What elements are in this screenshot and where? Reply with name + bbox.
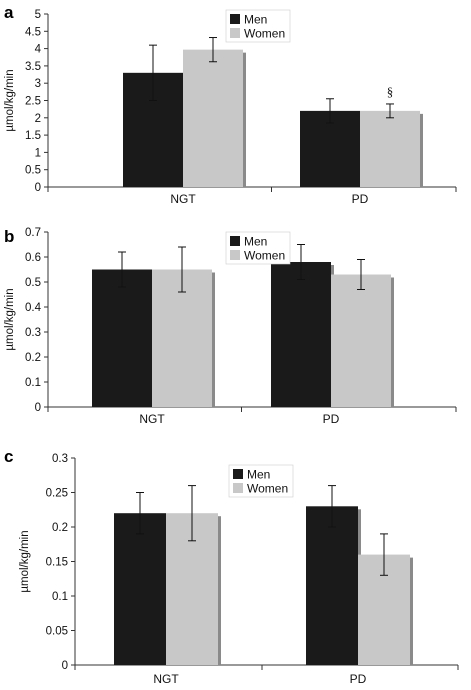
- y-tick-label: 0.15: [46, 557, 68, 569]
- y-tick-label: 0.3: [25, 327, 41, 339]
- bar-women-pd: [360, 110, 420, 187]
- legend-label: Men: [244, 13, 267, 27]
- y-tick-label: 0.4: [25, 302, 42, 314]
- bar-men-pd: [306, 506, 358, 665]
- bar-men-ngt: [114, 513, 166, 665]
- chart-panel-a: a µmol/kg/min 0 0.5 1 1.5 2 2.5 3 3.5 4 4.5 5 NGT PD § M…: [4, 3, 457, 206]
- y-tick-label: 1.5: [25, 130, 41, 142]
- y-tick-label: 0.5: [25, 277, 41, 289]
- y-tick-label: 1: [35, 147, 41, 159]
- y-tick-label: 2.5: [25, 96, 41, 108]
- y-tick-label: 0.25: [46, 488, 68, 500]
- y-tick-label: 0.1: [25, 377, 41, 389]
- legend-label: Women: [244, 249, 285, 263]
- y-axis-label: µmol/kg/min: [4, 69, 16, 131]
- bar-men-pd: [300, 110, 360, 187]
- x-tick-label: PD: [350, 672, 367, 686]
- y-tick-label: 5: [35, 9, 41, 21]
- y-tick-label: 0.5: [25, 165, 41, 177]
- y-tick-label: 0: [62, 660, 68, 672]
- y-tick-label: 3: [35, 78, 41, 90]
- panel-label: b: [4, 227, 14, 246]
- legend-label: Women: [244, 27, 285, 41]
- y-tick-label: 0: [35, 182, 41, 194]
- legend-swatch: [230, 236, 240, 246]
- panel-label: c: [4, 447, 13, 466]
- x-tick-label: NGT: [153, 672, 179, 686]
- y-tick-label: 4: [35, 44, 42, 56]
- chart-panel-b: b µmol/kg/min 0 0.1 0.2 0.3 0.4 0.5 0.6 0.7 NGT PD M…: [4, 227, 457, 426]
- bar-women-pd: [331, 274, 391, 407]
- legend-swatch: [230, 250, 240, 260]
- y-tick-label: 0.05: [46, 626, 68, 638]
- y-tick-label: 0.3: [52, 453, 68, 465]
- significance-marker: §: [387, 84, 394, 99]
- bar-women-ngt: [183, 49, 243, 187]
- bar-men-pd: [271, 262, 331, 407]
- x-tick-label: PD: [323, 412, 340, 426]
- y-tick-label: 0.2: [25, 352, 41, 364]
- y-tick-label: 0.7: [25, 227, 41, 239]
- legend-label: Women: [247, 482, 288, 496]
- x-tick-label: NGT: [139, 412, 165, 426]
- y-tick-label: 0.2: [52, 522, 68, 534]
- x-tick-label: PD: [352, 192, 369, 206]
- legend-swatch: [233, 469, 243, 479]
- legend-swatch: [233, 483, 243, 493]
- x-tick-label: NGT: [170, 192, 196, 206]
- legend-swatch: [230, 28, 240, 38]
- chart-panel-c: c µmol/kg/min 0 0.05 0.1 0.15 0.2 0.25 0.3 NGT PD M…: [4, 447, 459, 686]
- y-tick-label: 0.6: [25, 252, 41, 264]
- y-axis-label: µmol/kg/min: [4, 288, 16, 350]
- y-tick-label: 3.5: [25, 61, 41, 73]
- y-tick-label: 4.5: [25, 26, 41, 38]
- legend-swatch: [230, 14, 240, 24]
- y-tick-label: 0: [35, 402, 41, 414]
- y-axis-label: µmol/kg/min: [19, 530, 31, 592]
- legend-label: Men: [247, 468, 270, 482]
- panel-label: a: [4, 3, 14, 22]
- y-tick-label: 0.1: [52, 591, 68, 603]
- y-tick-label: 2: [35, 113, 41, 125]
- legend-label: Men: [244, 235, 267, 249]
- bar-men-ngt: [92, 269, 152, 407]
